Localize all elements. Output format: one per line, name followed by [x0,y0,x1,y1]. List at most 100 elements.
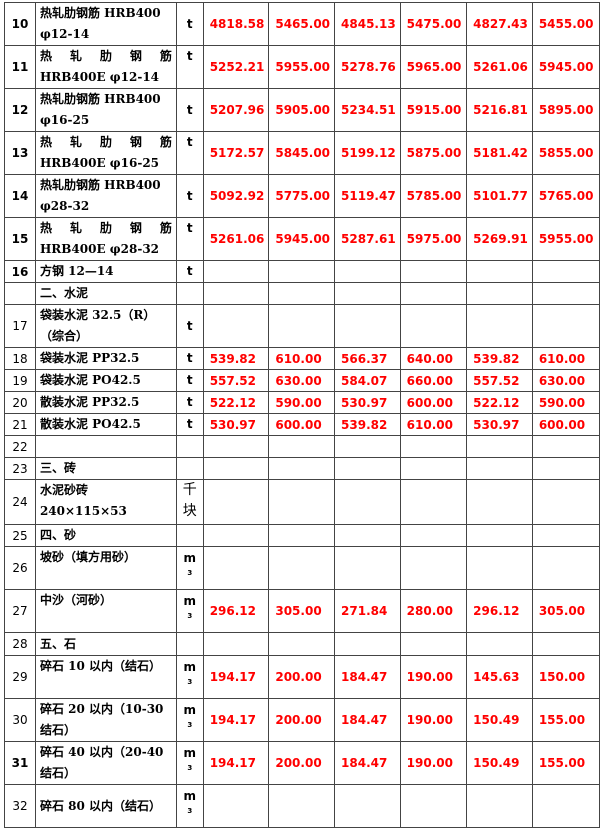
item-name: 碎石 80 以内（结石） [34,784,177,828]
price-value [334,435,401,458]
price-table: 10 热轧肋钢筋 HRB400 φ12-14 t 4818.58 5465.00 4845… [4,2,600,828]
price-value [202,524,270,547]
price-value: 5875.00 [399,131,468,175]
unit-cell [175,632,204,656]
price-value: 530.97 [466,413,533,436]
price-value [334,784,401,828]
price-value: 590.00 [531,391,600,414]
price-value: 200.00 [268,741,336,785]
price-value [334,546,401,590]
unit-cell [175,457,204,480]
price-value [334,457,401,480]
unit-cell: t [175,45,204,89]
row-number: 14 [4,174,36,218]
price-value: 194.17 [202,698,270,742]
row-number: 25 [4,524,36,547]
unit-cell [175,524,204,547]
price-value: 600.00 [268,413,336,436]
item-name: 碎石 40 以内（20-40 结石） [34,741,177,785]
item-name: 热轧肋钢筋 HRB400 φ16-25 [34,88,177,132]
price-value: 5199.12 [334,131,401,175]
row-number: 22 [4,435,36,458]
price-value: 660.00 [399,369,468,392]
price-value [531,260,600,283]
price-value [399,260,468,283]
price-value [202,457,270,480]
table-row: 12 热轧肋钢筋 HRB400 φ16-25 t 5207.96 5905.00 5234… [4,88,600,132]
table-row: 26 坡砂（填方用砂） m 3 [4,546,600,590]
price-value: 557.52 [202,369,270,392]
row-number: 17 [4,304,36,348]
price-value: 5955.00 [531,217,600,261]
item-name: 三、砖 [34,457,177,480]
price-value [466,435,533,458]
row-number: 19 [4,369,36,392]
price-value [268,632,336,656]
row-number: 26 [4,546,36,590]
price-value: 200.00 [268,655,336,699]
row-number [4,282,36,305]
price-value: 150.49 [466,698,533,742]
unit: m [183,660,197,674]
price-value [268,784,336,828]
table-row: 24 水泥砂砖 240×115×53 千块 [4,479,600,525]
price-value [334,632,401,656]
row-number: 23 [4,457,36,480]
row-number: 13 [4,131,36,175]
price-value: 200.00 [268,698,336,742]
price-value: 155.00 [531,698,600,742]
price-value: 530.97 [334,391,401,414]
table-row: 18 袋装水泥 PP32.5 t 539.82 610.00 566.37 640.00 53… [4,347,600,370]
price-value: 194.17 [202,655,270,699]
price-value: 5261.06 [466,45,533,89]
table-row: 29 碎石 10 以内（结石） m 3 194.17 200.00 184.47 190.00… [4,655,600,699]
price-value: 155.00 [531,741,600,785]
table-row: 11 热 轧 肋 钢 筋 HRB400E φ12-14 t 5252.21 5955.0… [4,45,600,89]
price-value [399,435,468,458]
price-value: 4827.43 [466,2,533,46]
table-row: 31 碎石 40 以内（20-40 结石） m 3 194.17 200.00 184.47… [4,741,600,785]
price-value [202,304,270,348]
price-value: 630.00 [531,369,600,392]
table-row: 16 方钢 12—14 t [4,260,600,283]
price-value: 5207.96 [202,88,270,132]
price-value [268,524,336,547]
unit-superscript: 3 [187,678,193,686]
unit-cell: t [175,260,204,283]
item-name: 水泥砂砖 240×115×53 [34,479,177,525]
item-name: 五、石 [34,632,177,656]
price-value [531,784,600,828]
price-value [268,479,336,525]
price-value [334,479,401,525]
table-row: 22 [4,435,600,458]
table-row: 10 热轧肋钢筋 HRB400 φ12-14 t 4818.58 5465.00 4845… [4,2,600,46]
price-value: 5119.47 [334,174,401,218]
price-value: 5216.81 [466,88,533,132]
price-value: 539.82 [334,413,401,436]
price-value [531,304,600,348]
price-value: 584.07 [334,369,401,392]
price-value: 5895.00 [531,88,600,132]
unit-cell: t [175,347,204,370]
price-value: 5455.00 [531,2,600,46]
item-name: 四、砂 [34,524,177,547]
price-value: 5775.00 [268,174,336,218]
item-name: 热 轧 肋 钢 筋 HRB400E φ12-14 [34,45,177,89]
price-value [268,546,336,590]
price-value: 610.00 [268,347,336,370]
item-name: 散装水泥 PP32.5 [34,391,177,414]
price-value: 280.00 [399,589,468,633]
price-value: 566.37 [334,347,401,370]
unit: 千块 [182,482,197,519]
price-value: 305.00 [268,589,336,633]
price-value [334,260,401,283]
price-value: 190.00 [399,655,468,699]
item-name: 碎石 20 以内（10-30 结石） [34,698,177,742]
unit-cell: t [175,413,204,436]
unit: m [183,551,197,565]
price-value [202,435,270,458]
unit-cell: t [175,174,204,218]
price-value [531,479,600,525]
